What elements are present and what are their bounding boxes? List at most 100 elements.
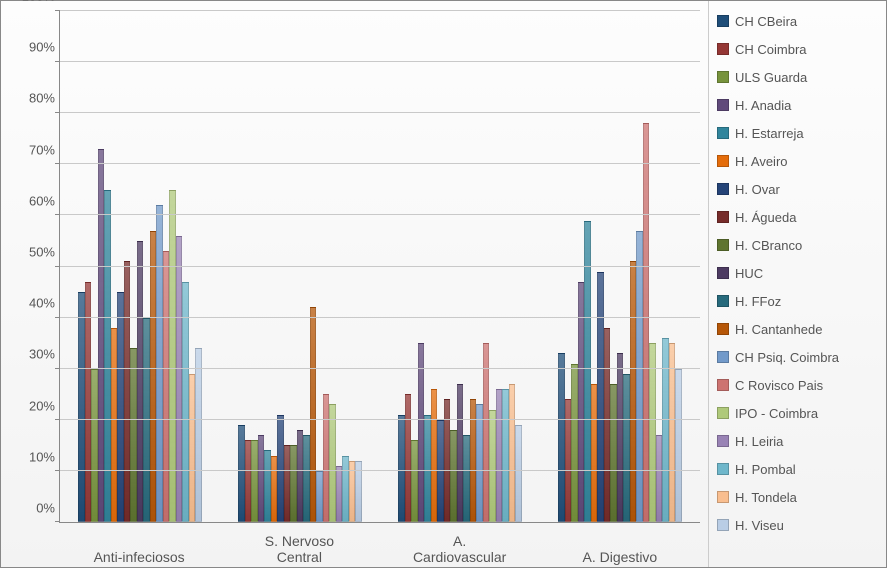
legend-label: CH Psiq. Coimbra <box>735 350 839 365</box>
legend-item: H. Leiria <box>717 427 882 455</box>
gridline <box>60 419 700 420</box>
bar <box>617 353 623 522</box>
gridline <box>60 368 700 369</box>
bar <box>303 435 309 522</box>
bar <box>264 450 270 522</box>
bar <box>558 353 564 522</box>
y-tickmark <box>55 61 60 62</box>
y-tick-label: 70% <box>1 142 55 157</box>
bar <box>431 389 437 522</box>
bar <box>137 241 143 522</box>
bar <box>565 399 571 522</box>
y-tick-label: 10% <box>1 449 55 464</box>
bar <box>604 328 610 522</box>
legend-label: HUC <box>735 266 763 281</box>
bar <box>98 149 104 522</box>
bar <box>509 384 515 522</box>
legend-label: CH CBeira <box>735 14 797 29</box>
bar <box>169 190 175 522</box>
bar <box>111 328 117 522</box>
chart-frame: 0%10%20%30%40%50%60%70%80%90%100%Anti-in… <box>0 0 887 568</box>
x-category-label: S. NervosoCentral <box>219 534 379 565</box>
legend-item: C Rovisco Pais <box>717 371 882 399</box>
legend-label: H. Tondela <box>735 490 797 505</box>
gridline <box>60 317 700 318</box>
bar <box>150 231 156 522</box>
legend-swatch <box>717 267 729 279</box>
bar <box>591 384 597 522</box>
bar <box>195 348 201 522</box>
y-tickmark <box>55 521 60 522</box>
bar <box>450 430 456 522</box>
bar <box>290 445 296 522</box>
bar <box>444 399 450 522</box>
legend-item: IPO - Coimbra <box>717 399 882 427</box>
bar <box>476 404 482 522</box>
y-tickmark <box>55 317 60 318</box>
legend-swatch <box>717 463 729 475</box>
legend-item: CH Coimbra <box>717 35 882 63</box>
bar <box>489 410 495 522</box>
legend-item: H. Viseu <box>717 511 882 539</box>
bar <box>424 415 430 522</box>
legend-item: CH CBeira <box>717 7 882 35</box>
bar <box>398 415 404 522</box>
y-tickmark <box>55 112 60 113</box>
legend-item: H. Anadia <box>717 91 882 119</box>
legend-swatch <box>717 211 729 223</box>
y-tickmark <box>55 266 60 267</box>
y-tickmark <box>55 10 60 11</box>
legend-swatch <box>717 15 729 27</box>
bar <box>271 456 277 522</box>
bar <box>610 384 616 522</box>
y-tickmark <box>55 214 60 215</box>
legend-label: H. Ovar <box>735 182 780 197</box>
y-tick-label: 0% <box>1 501 55 516</box>
legend-label: H. FFoz <box>735 294 781 309</box>
legend-item: H. Aveiro <box>717 147 882 175</box>
legend-label: H. Leiria <box>735 434 783 449</box>
y-tick-label: 30% <box>1 347 55 362</box>
y-tickmark <box>55 368 60 369</box>
legend-swatch <box>717 239 729 251</box>
legend-item: H. Tondela <box>717 483 882 511</box>
bar <box>623 374 629 522</box>
y-tick-label: 80% <box>1 91 55 106</box>
bar <box>597 272 603 522</box>
bar <box>85 282 91 522</box>
bar <box>662 338 668 522</box>
legend-label: H. Cantanhede <box>735 322 822 337</box>
bar <box>336 466 342 522</box>
y-tick-label: 100% <box>1 0 55 4</box>
bar <box>130 348 136 522</box>
y-tick-label: 20% <box>1 398 55 413</box>
bar <box>630 261 636 522</box>
bar <box>91 369 97 522</box>
bar <box>117 292 123 522</box>
x-category-label: Anti-infeciosos <box>59 550 219 565</box>
legend-item: H. Estarreja <box>717 119 882 147</box>
bar <box>124 261 130 522</box>
legend-swatch <box>717 379 729 391</box>
bar <box>258 435 264 522</box>
bar <box>418 343 424 522</box>
bar <box>463 435 469 522</box>
bar <box>649 343 655 522</box>
legend-swatch <box>717 407 729 419</box>
bar <box>669 343 675 522</box>
bar <box>297 430 303 522</box>
bar <box>636 231 642 522</box>
y-tick-label: 90% <box>1 40 55 55</box>
gridline <box>60 112 700 113</box>
bar <box>411 440 417 522</box>
legend-label: H. CBranco <box>735 238 802 253</box>
bars-layer <box>60 11 700 522</box>
legend-item: H. FFoz <box>717 287 882 315</box>
bar <box>156 205 162 522</box>
plot-area <box>59 11 700 523</box>
legend-item: H. Águeda <box>717 203 882 231</box>
legend-item: HUC <box>717 259 882 287</box>
legend-item: H. Ovar <box>717 175 882 203</box>
legend-swatch <box>717 323 729 335</box>
plot-wrapper: 0%10%20%30%40%50%60%70%80%90%100%Anti-in… <box>1 1 708 567</box>
